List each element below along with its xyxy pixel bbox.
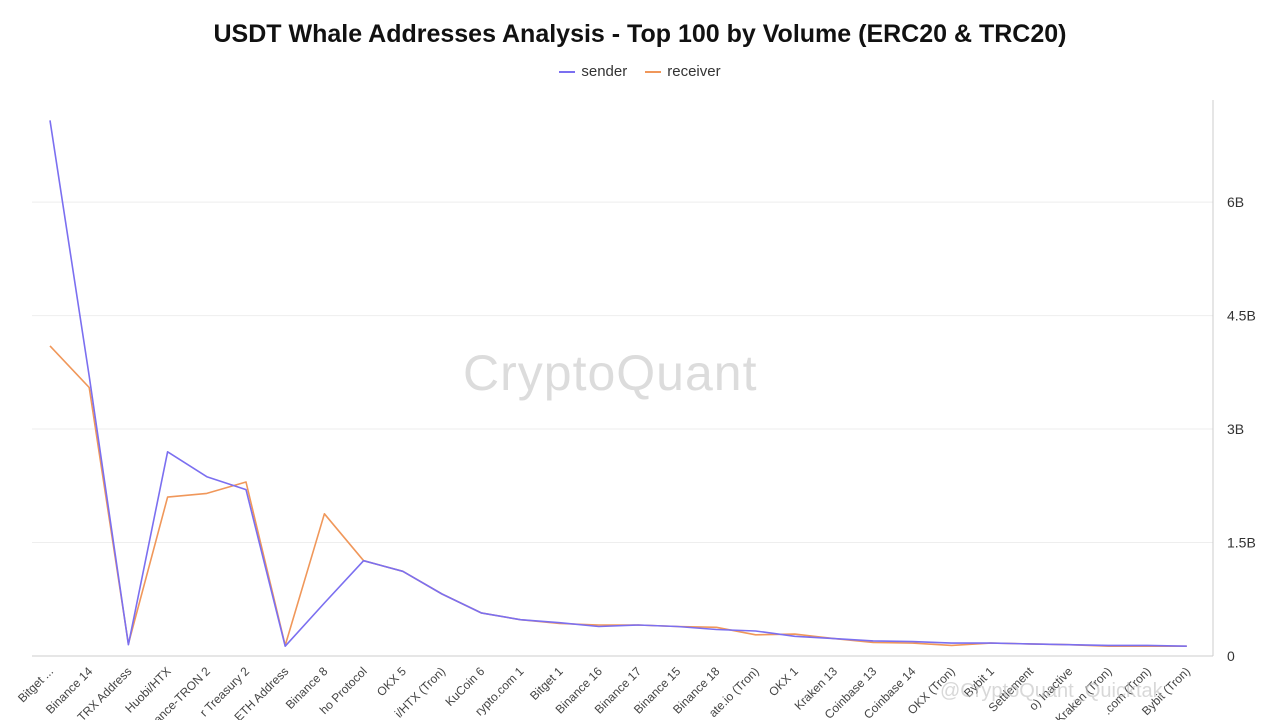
series-line-receiver[interactable] [49, 345, 1187, 648]
watermark: CryptoQuant [463, 345, 758, 401]
x-tick-label: OKX 1 [766, 664, 801, 699]
chart-title: USDT Whale Addresses Analysis - Top 100 … [213, 20, 1067, 48]
legend-item-sender[interactable]: sender [559, 63, 627, 80]
legend-swatch-receiver [645, 70, 662, 73]
legend-swatch-sender [559, 70, 576, 73]
series-lines [49, 120, 1187, 648]
y-tick-label: 1.5B [1227, 535, 1256, 551]
y-tick-label: 6B [1227, 194, 1244, 210]
chart-legend: sender receiver [0, 63, 1280, 80]
gridlines [32, 201, 1213, 544]
legend-label-sender: sender [581, 63, 628, 80]
axes [32, 100, 1214, 657]
legend-item-receiver[interactable]: receiver [645, 63, 721, 80]
y-axis-ticks: 0 1.5B 3B 4.5B 6B [1227, 194, 1256, 664]
footer-watermark: @CryptoQuant_Quicktak [940, 680, 1163, 702]
y-tick-label: 0 [1227, 648, 1235, 664]
y-tick-label: 3B [1227, 421, 1244, 437]
series-line-sender[interactable] [49, 120, 1187, 648]
x-tick-label: OKX 5 [374, 664, 409, 699]
legend-label-receiver: receiver [667, 63, 721, 80]
x-tick-label: Bitget 1 [527, 664, 566, 703]
y-tick-label: 4.5B [1227, 308, 1256, 324]
